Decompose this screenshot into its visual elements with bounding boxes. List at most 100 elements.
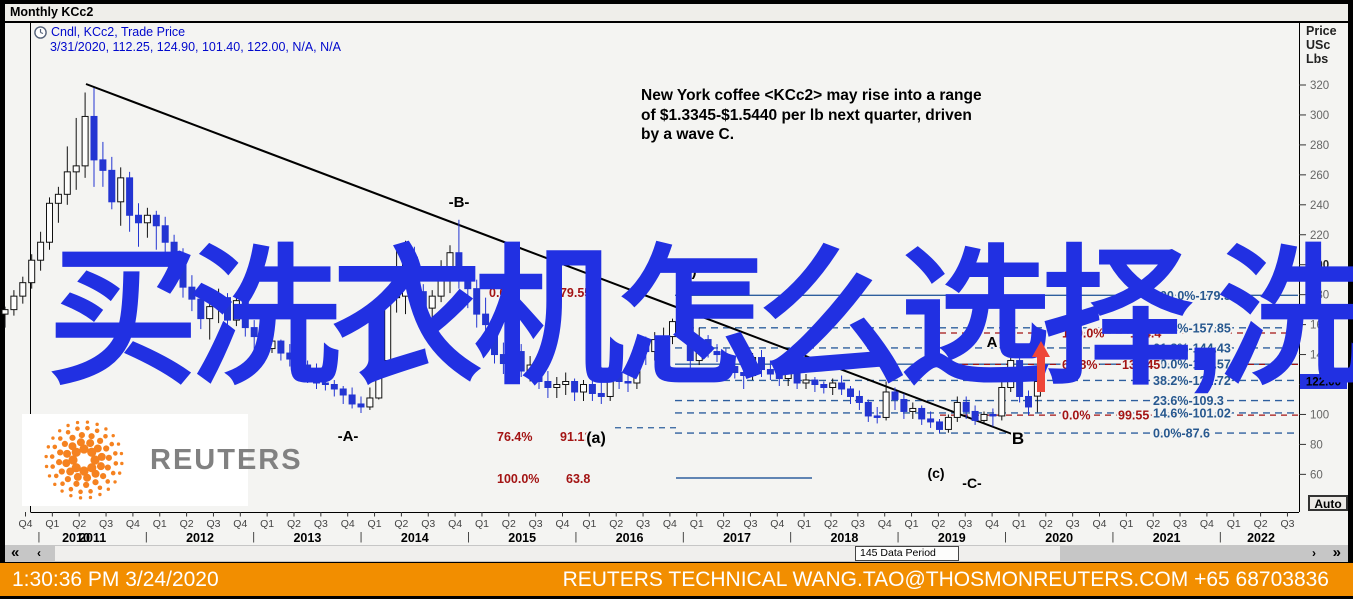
candlestick xyxy=(482,313,490,326)
candlestick xyxy=(731,366,739,374)
scroll-prev-button[interactable]: ‹ xyxy=(37,546,41,560)
candlestick xyxy=(508,351,516,365)
logo-dot xyxy=(66,423,70,428)
candlestick xyxy=(232,300,240,321)
logo-dot xyxy=(97,452,106,461)
scroll-last-button[interactable]: » xyxy=(1332,544,1341,561)
x-quarter-label: Q4 xyxy=(233,518,247,530)
candlestick xyxy=(695,339,703,362)
year-separator: | xyxy=(682,531,685,543)
year-separator: | xyxy=(145,531,148,543)
candlestick xyxy=(28,259,36,284)
year-separator: | xyxy=(1004,531,1007,543)
x-quarter-label: Q4 xyxy=(985,518,999,530)
interval-clock-icon[interactable] xyxy=(34,25,47,39)
logo-dot xyxy=(105,454,113,461)
candlestick xyxy=(135,214,142,224)
logo-dot xyxy=(109,441,115,447)
scroll-first-button[interactable]: « xyxy=(11,544,20,561)
time-scrollbar[interactable]: « ‹ 145 Data Period › » xyxy=(5,545,1348,562)
x-quarter-label: Q1 xyxy=(153,518,167,530)
candlestick xyxy=(900,398,908,412)
wave-label: (b) xyxy=(677,263,696,280)
candlestick xyxy=(304,364,312,375)
y-tick-label: 280 xyxy=(1310,140,1329,152)
x-quarter-label: Q4 xyxy=(1092,518,1106,530)
logo-dot xyxy=(46,445,51,449)
logo-dot xyxy=(104,464,111,471)
candlestick xyxy=(419,291,427,309)
logo-dot xyxy=(68,486,74,492)
x-quarter-label: Q4 xyxy=(1200,518,1214,530)
legend-series-label[interactable]: Cndl, KCc2, Trade Price xyxy=(51,25,186,39)
candlestick xyxy=(677,306,685,323)
fib-projection-pct: 100.0% xyxy=(1062,326,1104,340)
logo-dot xyxy=(103,445,110,452)
candlestick xyxy=(90,115,98,161)
logo-dot xyxy=(57,436,63,441)
candlestick xyxy=(224,297,231,321)
current-price-value: 122.00 xyxy=(1306,377,1341,389)
x-year-label: 2010 xyxy=(62,531,90,545)
candlestick xyxy=(588,384,596,394)
candlestick xyxy=(535,364,543,383)
x-quarter-label: Q2 xyxy=(287,518,301,530)
chart-legend: Cndl, KCc2, Trade Price 3/31/2020, 112.2… xyxy=(34,25,341,54)
reuters-logo: REUTERS xyxy=(22,414,301,506)
logo-dot xyxy=(65,429,71,435)
x-year-label: 2019 xyxy=(938,531,966,545)
candlestick xyxy=(820,384,828,388)
candlestick xyxy=(179,259,187,288)
candlestick xyxy=(811,379,819,386)
y-tick-label: 220 xyxy=(1310,230,1329,242)
logo-dot xyxy=(57,429,62,433)
logo-dot xyxy=(71,463,81,473)
scroll-next-button[interactable]: › xyxy=(1312,546,1316,560)
logo-dot xyxy=(113,451,118,456)
x-quarter-label: Q3 xyxy=(1066,518,1080,530)
candlestick xyxy=(918,407,926,420)
x-quarter-label: Q3 xyxy=(421,518,435,530)
candlestick xyxy=(1007,360,1015,388)
logo-dot xyxy=(53,473,59,479)
y-tick-label: 240 xyxy=(1310,200,1329,212)
logo-dot xyxy=(78,496,83,500)
logo-dot xyxy=(53,482,57,487)
logo-dot xyxy=(83,473,92,482)
candlestick xyxy=(829,382,837,388)
year-separator: | xyxy=(467,531,470,543)
analyst-note-line: by a wave C. xyxy=(641,126,735,143)
candlestick xyxy=(250,327,258,338)
x-quarter-label: Q2 xyxy=(1039,518,1053,530)
wave-label: -A- xyxy=(338,428,359,445)
data-period-box[interactable]: 145 Data Period xyxy=(855,546,959,561)
auto-scale-button[interactable]: Auto xyxy=(1308,495,1348,511)
candlestick xyxy=(953,401,961,418)
candlestick xyxy=(464,279,472,290)
logo-dot xyxy=(119,451,124,456)
x-quarter-label: Q3 xyxy=(1280,518,1294,530)
logo-dot xyxy=(60,481,65,487)
logo-dot xyxy=(50,464,55,469)
logo-dot xyxy=(87,463,97,473)
candlestick xyxy=(713,351,721,356)
candlestick xyxy=(749,357,757,377)
fib-level-label: 14.6%-101.02 xyxy=(1153,406,1231,420)
candlestick xyxy=(330,384,338,390)
candlestick xyxy=(971,410,979,421)
logo-dot xyxy=(61,440,68,447)
x-quarter-label: Q1 xyxy=(690,518,704,530)
x-year-label: 2015 xyxy=(508,531,536,545)
watermark-text: 买洗衣机怎么选择,洗 xyxy=(48,234,1353,402)
x-quarter-label: Q1 xyxy=(45,518,59,530)
candlestick xyxy=(161,225,169,243)
candlestick xyxy=(936,421,943,430)
candlestick xyxy=(384,297,392,362)
page-title: Monthly KCc2 xyxy=(10,5,94,19)
candlestick xyxy=(855,395,863,403)
wave-label: C xyxy=(1072,304,1083,321)
candlestick xyxy=(63,171,71,195)
scrollbar-thumb[interactable] xyxy=(55,546,1060,561)
status-timestamp: 1:30:36 PM 3/24/2020 xyxy=(12,568,219,591)
